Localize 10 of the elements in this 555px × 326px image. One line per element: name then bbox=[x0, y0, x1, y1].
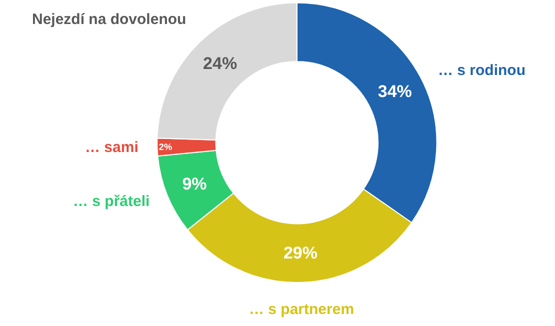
slice-label: … s partnerem bbox=[249, 301, 354, 318]
data-label: 24% bbox=[203, 54, 238, 73]
slice-label: Nejezdí na dovolenou bbox=[32, 11, 186, 28]
data-label: 29% bbox=[283, 244, 318, 263]
slice-label: … s přáteli bbox=[73, 193, 150, 210]
data-label: 34% bbox=[378, 82, 412, 102]
slice-label: … sami bbox=[85, 139, 138, 156]
slice-label: … s rodinou bbox=[438, 62, 526, 79]
data-label: 2% bbox=[158, 142, 172, 152]
data-label: 9% bbox=[182, 174, 207, 194]
